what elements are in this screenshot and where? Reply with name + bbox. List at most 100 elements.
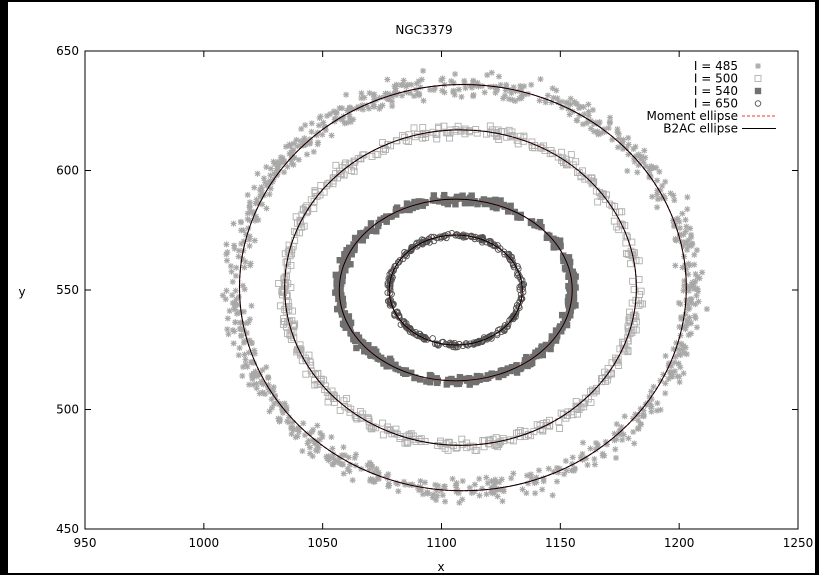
data-point (430, 192, 438, 199)
data-point (414, 199, 422, 207)
data-point (569, 454, 576, 461)
data-point (267, 172, 274, 179)
data-point (501, 203, 508, 210)
data-point (537, 76, 544, 83)
data-point (693, 247, 700, 254)
data-point (632, 143, 639, 150)
data-point (381, 146, 389, 154)
data-point (618, 424, 625, 431)
data-point (371, 103, 378, 110)
data-point (427, 86, 434, 93)
data-point (535, 467, 542, 474)
data-point (575, 406, 583, 414)
data-point (654, 177, 661, 184)
data-point (625, 316, 633, 324)
data-point (492, 196, 499, 204)
data-point (524, 362, 531, 370)
data-point (491, 489, 498, 496)
data-point (571, 98, 578, 105)
data-point (619, 345, 627, 353)
data-point (572, 398, 580, 405)
data-point (348, 251, 355, 258)
data-point (255, 216, 262, 223)
data-point (565, 272, 573, 279)
data-point (403, 249, 410, 257)
data-point (699, 269, 706, 276)
data-point (606, 200, 613, 208)
data-point (365, 342, 372, 349)
data-point (580, 400, 588, 408)
fit-ellipse (284, 129, 637, 446)
data-point (259, 367, 266, 374)
data-point (442, 498, 449, 505)
data-point (408, 203, 415, 210)
data-point (446, 340, 453, 347)
data-point (302, 122, 309, 129)
data-point (405, 433, 413, 441)
data-point (679, 210, 686, 217)
data-point (355, 335, 362, 342)
data-point (251, 184, 258, 191)
data-point (344, 107, 351, 114)
data-point (239, 282, 246, 289)
data-point (329, 445, 336, 452)
data-point (684, 282, 691, 289)
legend-label: I = 500 (694, 72, 738, 86)
data-point (438, 442, 446, 450)
data-point (487, 83, 494, 90)
data-point (626, 260, 634, 268)
data-point (623, 233, 631, 241)
data-point (358, 342, 365, 350)
data-point (340, 444, 347, 451)
data-point (320, 188, 328, 196)
data-point (692, 315, 699, 322)
data-point (625, 151, 632, 158)
legend-symbol (754, 87, 762, 95)
y-tick-label: 500 (56, 403, 79, 417)
data-point (569, 268, 576, 275)
data-point (336, 257, 343, 264)
x-axis-label: x (437, 560, 444, 574)
data-point (618, 221, 626, 229)
data-point (320, 119, 327, 126)
data-point (493, 205, 500, 212)
data-point (637, 287, 645, 295)
data-point (358, 338, 365, 345)
data-point (403, 200, 411, 207)
data-point (341, 120, 348, 127)
data-point (612, 454, 619, 461)
data-point (338, 265, 346, 272)
data-point (548, 333, 556, 340)
data-point (587, 399, 595, 406)
data-point (528, 141, 536, 149)
data-point (511, 312, 518, 319)
data-point (237, 325, 244, 332)
data-point (219, 292, 226, 299)
data-point (671, 197, 678, 204)
data-point (613, 223, 621, 231)
data-point (693, 324, 700, 331)
data-point (282, 282, 290, 290)
x-tick-label: 1100 (426, 536, 457, 550)
data-point (317, 378, 325, 386)
data-point (337, 297, 345, 304)
data-point (420, 67, 427, 74)
data-point (411, 133, 419, 141)
data-point (283, 265, 291, 273)
data-point (311, 188, 319, 196)
data-point (670, 192, 677, 199)
data-point (605, 125, 612, 132)
data-point (520, 280, 528, 288)
data-point (247, 262, 254, 269)
data-point (223, 257, 230, 264)
data-point (262, 179, 269, 186)
data-point (630, 428, 637, 435)
data-point (433, 497, 440, 504)
data-point (233, 264, 240, 271)
data-point (462, 85, 469, 92)
data-point (468, 84, 475, 91)
data-point (353, 415, 361, 423)
data-point (371, 478, 378, 485)
chart-background (8, 2, 815, 573)
data-point (544, 231, 551, 239)
